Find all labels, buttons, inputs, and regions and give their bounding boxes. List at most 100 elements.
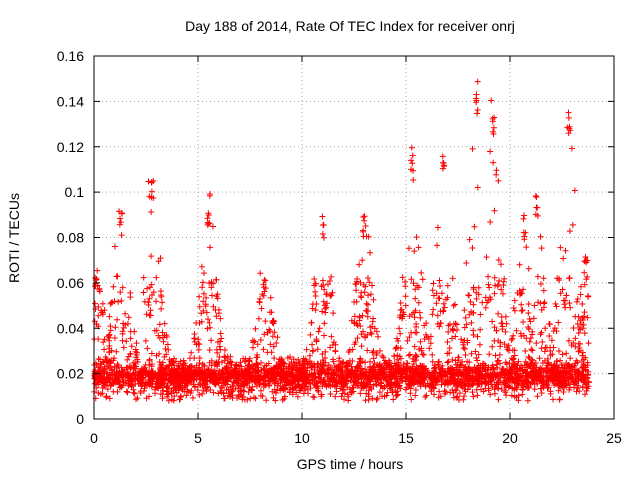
x-tick-label: 15 xyxy=(398,430,414,446)
data-point xyxy=(355,382,362,389)
data-point xyxy=(209,292,216,299)
data-point xyxy=(357,322,364,329)
data-point xyxy=(579,349,586,356)
data-point xyxy=(351,320,358,327)
data-point xyxy=(199,390,206,397)
data-point-peak xyxy=(566,125,573,132)
data-point xyxy=(200,270,207,277)
data-point xyxy=(482,294,489,301)
data-point xyxy=(561,377,568,384)
data-point xyxy=(377,363,384,370)
data-point xyxy=(561,384,568,391)
data-point xyxy=(501,381,508,388)
data-point-peak xyxy=(148,188,155,195)
data-point xyxy=(436,323,443,330)
data-point xyxy=(489,362,496,369)
data-point xyxy=(300,366,307,373)
data-point xyxy=(515,375,522,382)
data-point xyxy=(106,395,113,402)
data-point xyxy=(238,377,245,384)
data-point xyxy=(352,339,359,346)
data-point xyxy=(501,387,508,394)
data-point xyxy=(261,369,268,376)
data-point xyxy=(394,388,401,395)
data-point xyxy=(274,334,281,341)
data-point xyxy=(328,366,335,373)
data-point xyxy=(433,290,440,297)
data-point xyxy=(576,388,583,395)
data-point xyxy=(510,332,517,339)
data-point xyxy=(146,380,153,387)
data-point xyxy=(459,358,466,365)
data-point xyxy=(128,343,135,350)
data-point xyxy=(572,372,579,379)
data-point xyxy=(146,295,153,302)
data-point xyxy=(474,184,481,191)
data-point xyxy=(157,361,164,368)
data-point xyxy=(557,244,564,251)
data-point xyxy=(171,368,178,375)
data-point xyxy=(127,351,134,358)
data-point xyxy=(124,320,131,327)
data-point xyxy=(466,311,473,318)
data-point xyxy=(446,350,453,357)
data-point xyxy=(183,392,190,399)
data-point xyxy=(340,373,347,380)
data-point xyxy=(250,366,257,373)
data-point xyxy=(408,276,415,283)
data-point xyxy=(349,358,356,365)
data-point xyxy=(585,340,592,347)
data-point xyxy=(410,358,417,365)
data-point xyxy=(518,301,525,308)
data-point xyxy=(327,292,334,299)
data-point xyxy=(445,365,452,372)
data-point-peak xyxy=(204,215,211,222)
data-point xyxy=(258,305,265,312)
data-point xyxy=(103,394,110,401)
data-point xyxy=(502,359,509,366)
data-point xyxy=(522,347,529,354)
data-point xyxy=(534,393,541,400)
data-point xyxy=(560,389,567,396)
data-point xyxy=(366,373,373,380)
data-point xyxy=(341,396,348,403)
data-point xyxy=(399,311,406,318)
data-point xyxy=(427,340,434,347)
data-point xyxy=(460,345,467,352)
data-point xyxy=(445,322,452,329)
data-point xyxy=(553,303,560,310)
data-point xyxy=(574,295,581,302)
data-point-peak xyxy=(204,222,211,229)
data-point xyxy=(285,365,292,372)
data-point xyxy=(550,378,557,385)
data-point xyxy=(551,325,558,332)
data-point xyxy=(434,320,441,327)
data-point xyxy=(525,309,532,316)
data-point xyxy=(290,356,297,363)
data-point xyxy=(173,389,180,396)
data-point xyxy=(110,283,117,290)
data-point xyxy=(529,357,536,364)
data-point xyxy=(262,318,269,325)
data-point xyxy=(170,382,177,389)
data-point xyxy=(460,341,467,348)
data-point xyxy=(458,336,465,343)
data-point xyxy=(232,385,239,392)
data-point xyxy=(518,382,525,389)
data-point xyxy=(395,367,402,374)
data-point xyxy=(318,393,325,400)
data-point xyxy=(434,374,441,381)
data-point-peak xyxy=(441,162,448,169)
data-point xyxy=(127,366,134,373)
data-point xyxy=(302,380,309,387)
data-point xyxy=(396,325,403,332)
data-point xyxy=(471,364,478,371)
data-point-peak xyxy=(94,267,101,274)
data-point xyxy=(106,313,113,320)
data-point xyxy=(324,281,331,288)
data-point xyxy=(566,228,573,235)
data-point xyxy=(445,358,452,365)
data-point xyxy=(309,301,316,308)
data-point xyxy=(255,315,262,322)
data-point xyxy=(559,351,566,358)
